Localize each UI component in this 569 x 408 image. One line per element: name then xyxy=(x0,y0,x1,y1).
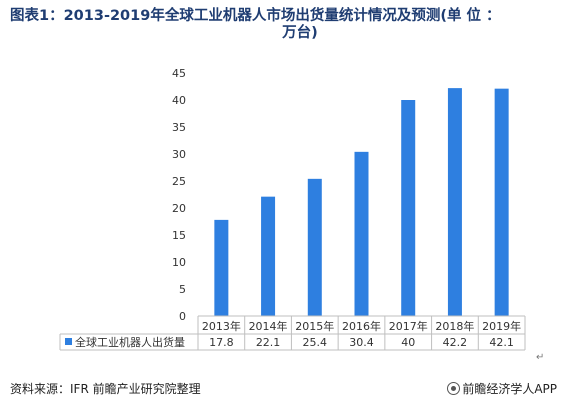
chart-title: 图表1：2013-2019年全球工业机器人市场出货量统计情况及预测(单 位 ： … xyxy=(10,8,550,42)
brand-credit-label: 前瞻经济学人APP xyxy=(462,382,557,396)
y-tick-label: 20 xyxy=(172,202,186,215)
chart-title-line2: 万台) xyxy=(282,25,318,41)
data-label: 22.1 xyxy=(256,336,281,349)
y-tick-label: 5 xyxy=(179,283,186,296)
y-tick-label: 10 xyxy=(172,256,186,269)
bar xyxy=(307,178,322,316)
brand-credit: 前瞻经济学人APP xyxy=(447,380,557,397)
data-label: 42.1 xyxy=(489,336,514,349)
x-tick-label: 2016年 xyxy=(342,319,381,333)
x-tick-label: 2015年 xyxy=(295,319,334,333)
bar xyxy=(214,219,229,316)
bar xyxy=(354,151,369,316)
data-label: 25.4 xyxy=(303,336,328,349)
bar xyxy=(401,100,416,316)
legend-label: 全球工业机器人出货量 xyxy=(75,335,185,349)
x-tick-label: 2013年 xyxy=(202,319,241,333)
y-tick-label: 35 xyxy=(172,121,186,134)
bar xyxy=(261,196,276,316)
qianzhan-logo-icon xyxy=(447,382,461,395)
legend-swatch xyxy=(65,338,72,345)
source-note: 资料来源：IFR 前瞻产业研究院整理 xyxy=(10,382,201,396)
bar xyxy=(494,88,509,316)
data-label: 30.4 xyxy=(349,336,374,349)
x-tick-label: 2014年 xyxy=(249,319,288,333)
x-tick-label: 2019年 xyxy=(482,319,521,333)
y-tick-label: 0 xyxy=(179,310,186,323)
data-label: 17.8 xyxy=(209,336,234,349)
data-label: 42.2 xyxy=(443,336,468,349)
x-tick-label: 2018年 xyxy=(435,319,474,333)
paragraph-return-mark: ↵ xyxy=(536,352,545,363)
y-tick-label: 40 xyxy=(172,94,186,107)
bar xyxy=(447,88,462,317)
y-tick-label: 45 xyxy=(172,67,186,80)
y-tick-label: 15 xyxy=(172,229,186,242)
data-label: 40 xyxy=(401,336,415,349)
y-tick-label: 30 xyxy=(172,148,186,161)
y-tick-label: 25 xyxy=(172,175,186,188)
x-tick-label: 2017年 xyxy=(389,319,428,333)
chart-title-line1: 图表1：2013-2019年全球工业机器人市场出货量统计情况及预测(单 位 ： xyxy=(10,8,501,24)
